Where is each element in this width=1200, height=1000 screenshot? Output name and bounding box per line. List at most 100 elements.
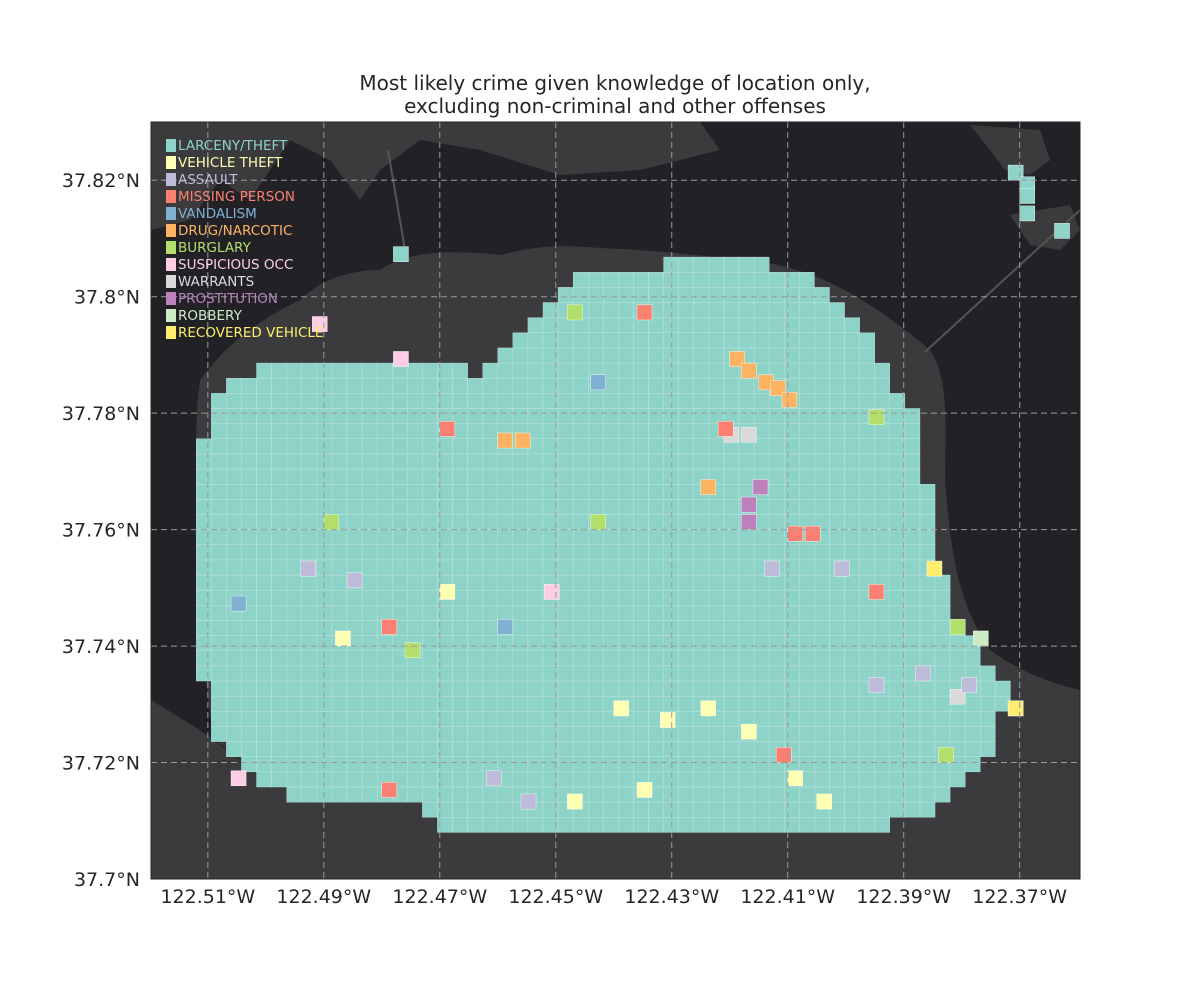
heatmap-cell (889, 514, 906, 530)
heatmap-cell (301, 438, 318, 455)
heatmap-cell (512, 408, 529, 424)
heatmap-cell (663, 635, 679, 651)
heatmap-cell (256, 756, 272, 773)
heatmap-cell (331, 438, 348, 455)
heatmap-cell (331, 605, 348, 621)
heatmap-cell (497, 695, 514, 712)
heatmap-cell (256, 438, 272, 455)
heatmap-cell (286, 393, 302, 409)
heatmap-cell (723, 499, 740, 515)
heatmap-cell (256, 665, 272, 682)
heatmap-cell (889, 801, 906, 818)
heatmap-cell (768, 423, 785, 439)
heatmap-cell (799, 635, 815, 651)
heatmap-cell (512, 650, 529, 667)
heatmap-cell (678, 317, 694, 333)
heatmap-cell (708, 453, 725, 470)
golden-gate-bridge (387, 149, 406, 251)
heatmap-cell (331, 650, 348, 667)
heatmap-cell (768, 332, 785, 349)
heatmap-cell (784, 317, 800, 333)
heatmap-cell (874, 529, 890, 545)
heatmap-cell (572, 544, 589, 561)
heatmap-cell (271, 589, 287, 606)
heatmap-cell (753, 317, 770, 333)
heatmap-cell (226, 695, 242, 712)
heatmap-cell (663, 741, 679, 757)
heatmap-cell (603, 786, 619, 803)
heatmap-cell (467, 817, 483, 833)
heatmap-cell (723, 650, 740, 667)
heatmap-cell (829, 650, 845, 667)
heatmap-cell (708, 514, 725, 530)
heatmap-cell (381, 782, 398, 798)
heatmap-cell (527, 453, 544, 470)
heatmap-cell (814, 817, 830, 833)
heatmap-cell (829, 362, 845, 379)
heatmap-cell (844, 544, 860, 561)
heatmap-cell (678, 574, 694, 591)
heatmap-cell (919, 499, 936, 515)
heatmap-cell (889, 620, 906, 636)
heatmap-cell (919, 544, 936, 561)
heatmap-cell (482, 559, 498, 576)
heatmap-cell (723, 817, 740, 833)
heatmap-cell (512, 756, 529, 773)
heatmap-cell (633, 635, 649, 651)
heatmap-cell (708, 256, 725, 273)
heatmap-cell (467, 589, 483, 606)
heatmap-cell (572, 620, 589, 636)
heatmap-cell (633, 529, 649, 545)
heatmap-cell (738, 287, 755, 303)
heatmap-cell (784, 635, 800, 651)
heatmap-cell (964, 726, 981, 742)
heatmap-cell (588, 287, 604, 303)
heatmap-cell (271, 468, 287, 485)
heatmap-cell (422, 483, 438, 500)
heatmap-cell (678, 499, 694, 515)
heatmap-cell (527, 635, 544, 651)
heatmap-cell (844, 393, 860, 409)
heatmap-cell (467, 801, 483, 818)
heatmap-cell (211, 468, 227, 485)
heatmap-cell (316, 559, 333, 576)
heatmap-cell (663, 453, 679, 470)
heatmap-cell (512, 680, 529, 697)
heatmap-cell (648, 423, 664, 439)
heatmap-cell (859, 332, 875, 349)
heatmap-cell (361, 362, 378, 379)
heatmap-cell (678, 695, 694, 712)
heatmap-cell (768, 665, 785, 682)
heatmap-cell (286, 483, 302, 500)
heatmap-cell (271, 665, 287, 682)
chart-title-line-2: excluding non-criminal and other offense… (404, 94, 826, 118)
heatmap-cell (211, 453, 227, 470)
heatmap-cell (286, 605, 302, 621)
heatmap-cell (949, 650, 966, 667)
heatmap-cell (346, 741, 363, 757)
heatmap-cell (874, 483, 890, 500)
heatmap-cell (482, 453, 498, 470)
heatmap-cell (512, 483, 529, 500)
heatmap-cell (889, 786, 906, 803)
heatmap-cell (301, 726, 318, 742)
heatmap-cell (301, 574, 318, 591)
heatmap-cell (723, 711, 740, 727)
heatmap-cell (663, 347, 679, 364)
heatmap-cell (497, 605, 514, 621)
heatmap-cell (376, 756, 393, 773)
heatmap-cell (633, 272, 649, 288)
heatmap-cell (799, 423, 815, 439)
heatmap-cell (557, 332, 574, 349)
heatmap-cell (482, 665, 498, 682)
heatmap-cell (196, 635, 212, 651)
heatmap-cell (512, 574, 529, 591)
heatmap-cell (572, 378, 589, 394)
heatmap-cell (588, 801, 604, 818)
heatmap-cell (753, 302, 770, 318)
heatmap-cell (934, 695, 951, 712)
heatmap-cell (452, 544, 468, 561)
heatmap-cell (407, 499, 423, 515)
heatmap-cell (889, 605, 906, 621)
